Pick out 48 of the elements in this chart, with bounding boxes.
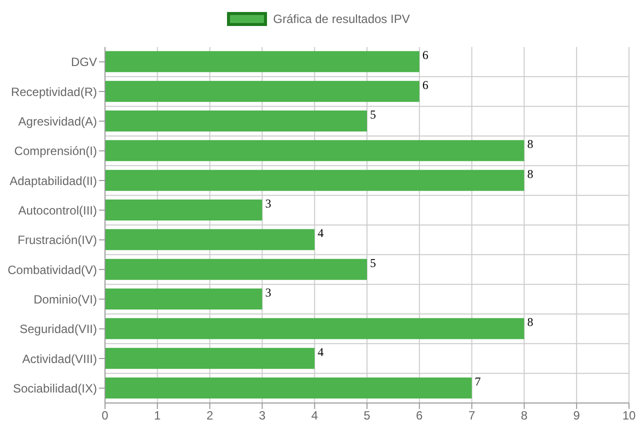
- y-tick-label: Frustración(IV): [18, 233, 97, 248]
- x-tick-label: 10: [622, 408, 636, 423]
- bar: [105, 258, 367, 280]
- data-label: 4: [318, 226, 324, 240]
- data-label: 8: [527, 137, 534, 152]
- bar: [105, 377, 472, 398]
- x-tick-label: 0: [102, 408, 109, 423]
- y-tick-label: Autocontrol(III): [18, 203, 97, 218]
- x-tick-label: 2: [206, 408, 214, 423]
- bar: [105, 140, 524, 162]
- x-tick-label: 1: [154, 408, 162, 423]
- data-label: 3: [265, 196, 272, 210]
- bar: [105, 110, 367, 132]
- x-tick-label: 8: [520, 408, 528, 423]
- bar: [105, 51, 420, 72]
- y-tick-label: Sociabilidad(IX): [12, 381, 97, 396]
- data-label: 5: [370, 107, 376, 122]
- y-tick-label: Agresividad(A): [18, 114, 97, 128]
- data-label: 6: [422, 48, 428, 62]
- data-label: 3: [265, 285, 272, 300]
- x-tick-label: 6: [416, 408, 424, 423]
- data-label: 7: [474, 374, 481, 388]
- x-tick-label: 7: [468, 408, 476, 423]
- y-tick-label: Seguridad(VII): [20, 322, 97, 336]
- data-label: 8: [527, 166, 534, 181]
- data-label: 4: [318, 344, 324, 359]
- y-tick-label: Receptividad(R): [10, 84, 97, 99]
- bar: [105, 229, 315, 250]
- legend-label: Gráfica de resultados IPV: [273, 12, 410, 26]
- bar: [105, 318, 524, 340]
- bar: [105, 348, 315, 369]
- data-label: 5: [370, 256, 376, 270]
- y-tick-label: Dominio(VI): [34, 292, 97, 306]
- bar: [105, 80, 420, 102]
- y-tick-label: Comprensión(I): [14, 144, 97, 158]
- y-tick-label: Adaptabilidad(II): [10, 174, 97, 188]
- y-tick-label: DGV: [70, 55, 97, 70]
- x-tick-label: 4: [311, 408, 318, 423]
- bar: [105, 288, 262, 310]
- x-tick-label: 5: [364, 408, 371, 423]
- data-label: 8: [527, 315, 534, 330]
- bar: [105, 170, 524, 191]
- data-label: 6: [422, 78, 428, 92]
- bar: [105, 199, 262, 220]
- x-tick-label: 9: [573, 408, 580, 423]
- x-tick-label: 3: [258, 408, 266, 423]
- y-tick-label: Actividad(VIII): [22, 352, 97, 366]
- y-tick-label: Combatividad(V): [8, 262, 97, 277]
